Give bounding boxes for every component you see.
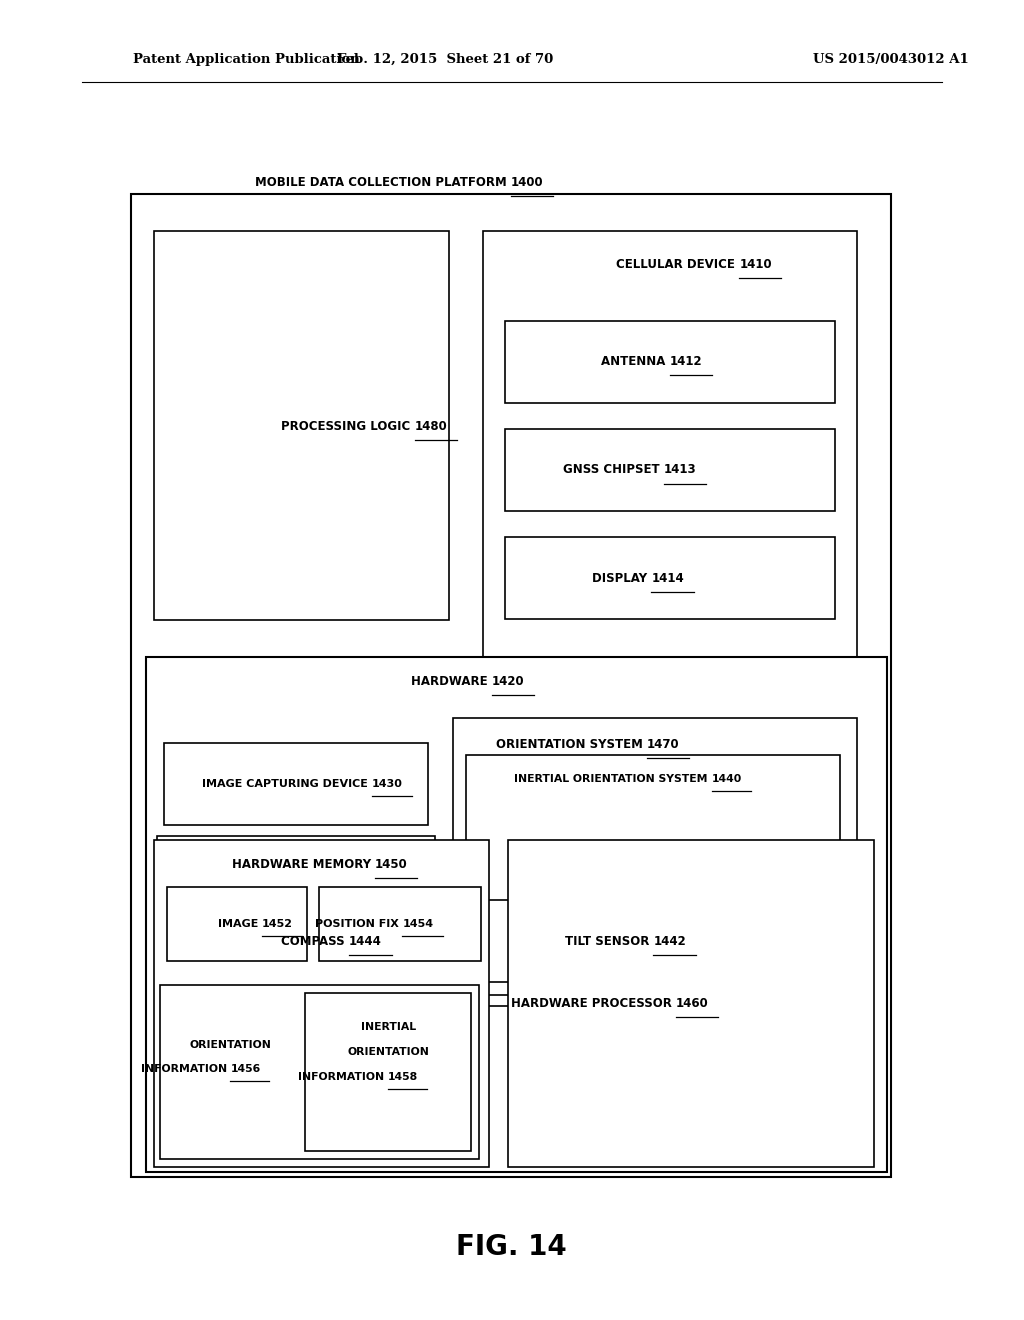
FancyBboxPatch shape bbox=[174, 900, 417, 982]
FancyBboxPatch shape bbox=[305, 993, 471, 1151]
FancyBboxPatch shape bbox=[505, 429, 835, 511]
Text: 1400: 1400 bbox=[511, 176, 544, 189]
FancyBboxPatch shape bbox=[154, 231, 449, 620]
Text: US 2015/0043012 A1: US 2015/0043012 A1 bbox=[813, 53, 969, 66]
Text: 1450: 1450 bbox=[375, 858, 408, 871]
Text: 1412: 1412 bbox=[670, 355, 702, 368]
FancyBboxPatch shape bbox=[146, 657, 887, 1172]
Text: INERTIAL: INERTIAL bbox=[360, 1022, 416, 1032]
FancyBboxPatch shape bbox=[167, 887, 307, 961]
Text: 1452: 1452 bbox=[262, 919, 293, 929]
Text: HARDWARE PROCESSOR: HARDWARE PROCESSOR bbox=[511, 997, 676, 1010]
FancyBboxPatch shape bbox=[157, 836, 435, 1003]
Text: ORIENTATION: ORIENTATION bbox=[347, 1047, 429, 1057]
FancyBboxPatch shape bbox=[160, 985, 479, 1159]
Text: MOBILE DATA COLLECTION PLATFORM: MOBILE DATA COLLECTION PLATFORM bbox=[255, 176, 511, 189]
Text: ORIENTATION SYSTEM: ORIENTATION SYSTEM bbox=[497, 738, 647, 751]
Text: GNSS CHIPSET: GNSS CHIPSET bbox=[563, 463, 664, 477]
FancyBboxPatch shape bbox=[477, 900, 828, 982]
FancyBboxPatch shape bbox=[131, 194, 891, 1177]
Text: 1444: 1444 bbox=[349, 935, 382, 948]
Text: HARDWARE: HARDWARE bbox=[411, 675, 492, 688]
FancyBboxPatch shape bbox=[319, 887, 481, 961]
Text: 1470: 1470 bbox=[647, 738, 680, 751]
FancyBboxPatch shape bbox=[466, 755, 840, 995]
Text: TILT SENSOR: TILT SENSOR bbox=[565, 935, 653, 948]
FancyBboxPatch shape bbox=[505, 537, 835, 619]
Text: 1456: 1456 bbox=[230, 1064, 261, 1074]
Text: CELLULAR DEVICE: CELLULAR DEVICE bbox=[616, 257, 739, 271]
Text: 1440: 1440 bbox=[712, 774, 742, 784]
Text: 1430: 1430 bbox=[372, 779, 402, 789]
Text: 1480: 1480 bbox=[415, 420, 447, 433]
Text: COMPASS: COMPASS bbox=[282, 935, 349, 948]
Text: 1420: 1420 bbox=[492, 675, 524, 688]
Text: 1458: 1458 bbox=[388, 1072, 418, 1082]
Text: Feb. 12, 2015  Sheet 21 of 70: Feb. 12, 2015 Sheet 21 of 70 bbox=[337, 53, 554, 66]
Text: 1442: 1442 bbox=[653, 935, 686, 948]
FancyBboxPatch shape bbox=[505, 321, 835, 403]
FancyBboxPatch shape bbox=[483, 231, 857, 729]
Text: INFORMATION: INFORMATION bbox=[140, 1064, 230, 1074]
Text: INERTIAL ORIENTATION SYSTEM: INERTIAL ORIENTATION SYSTEM bbox=[514, 774, 712, 784]
Text: 1414: 1414 bbox=[651, 572, 684, 585]
Text: POSITION FIX: POSITION FIX bbox=[314, 919, 402, 929]
Text: IMAGE: IMAGE bbox=[218, 919, 262, 929]
FancyBboxPatch shape bbox=[508, 840, 874, 1167]
Text: ANTENNA: ANTENNA bbox=[601, 355, 670, 368]
Text: ORIENTATION: ORIENTATION bbox=[189, 1040, 271, 1051]
Text: 1413: 1413 bbox=[664, 463, 696, 477]
Text: 1454: 1454 bbox=[402, 919, 433, 929]
Text: 1460: 1460 bbox=[676, 997, 709, 1010]
FancyBboxPatch shape bbox=[453, 718, 857, 1006]
Text: FIG. 14: FIG. 14 bbox=[456, 1233, 566, 1262]
Text: HARDWARE MEMORY: HARDWARE MEMORY bbox=[231, 858, 375, 871]
Text: 1410: 1410 bbox=[739, 257, 772, 271]
Text: DISPLAY: DISPLAY bbox=[592, 572, 651, 585]
FancyBboxPatch shape bbox=[164, 743, 428, 825]
Text: INFORMATION: INFORMATION bbox=[298, 1072, 388, 1082]
Text: PROCESSING LOGIC: PROCESSING LOGIC bbox=[282, 420, 415, 433]
Text: IMAGE CAPTURING DEVICE: IMAGE CAPTURING DEVICE bbox=[202, 779, 372, 789]
FancyBboxPatch shape bbox=[154, 840, 489, 1167]
Text: Patent Application Publication: Patent Application Publication bbox=[133, 53, 359, 66]
